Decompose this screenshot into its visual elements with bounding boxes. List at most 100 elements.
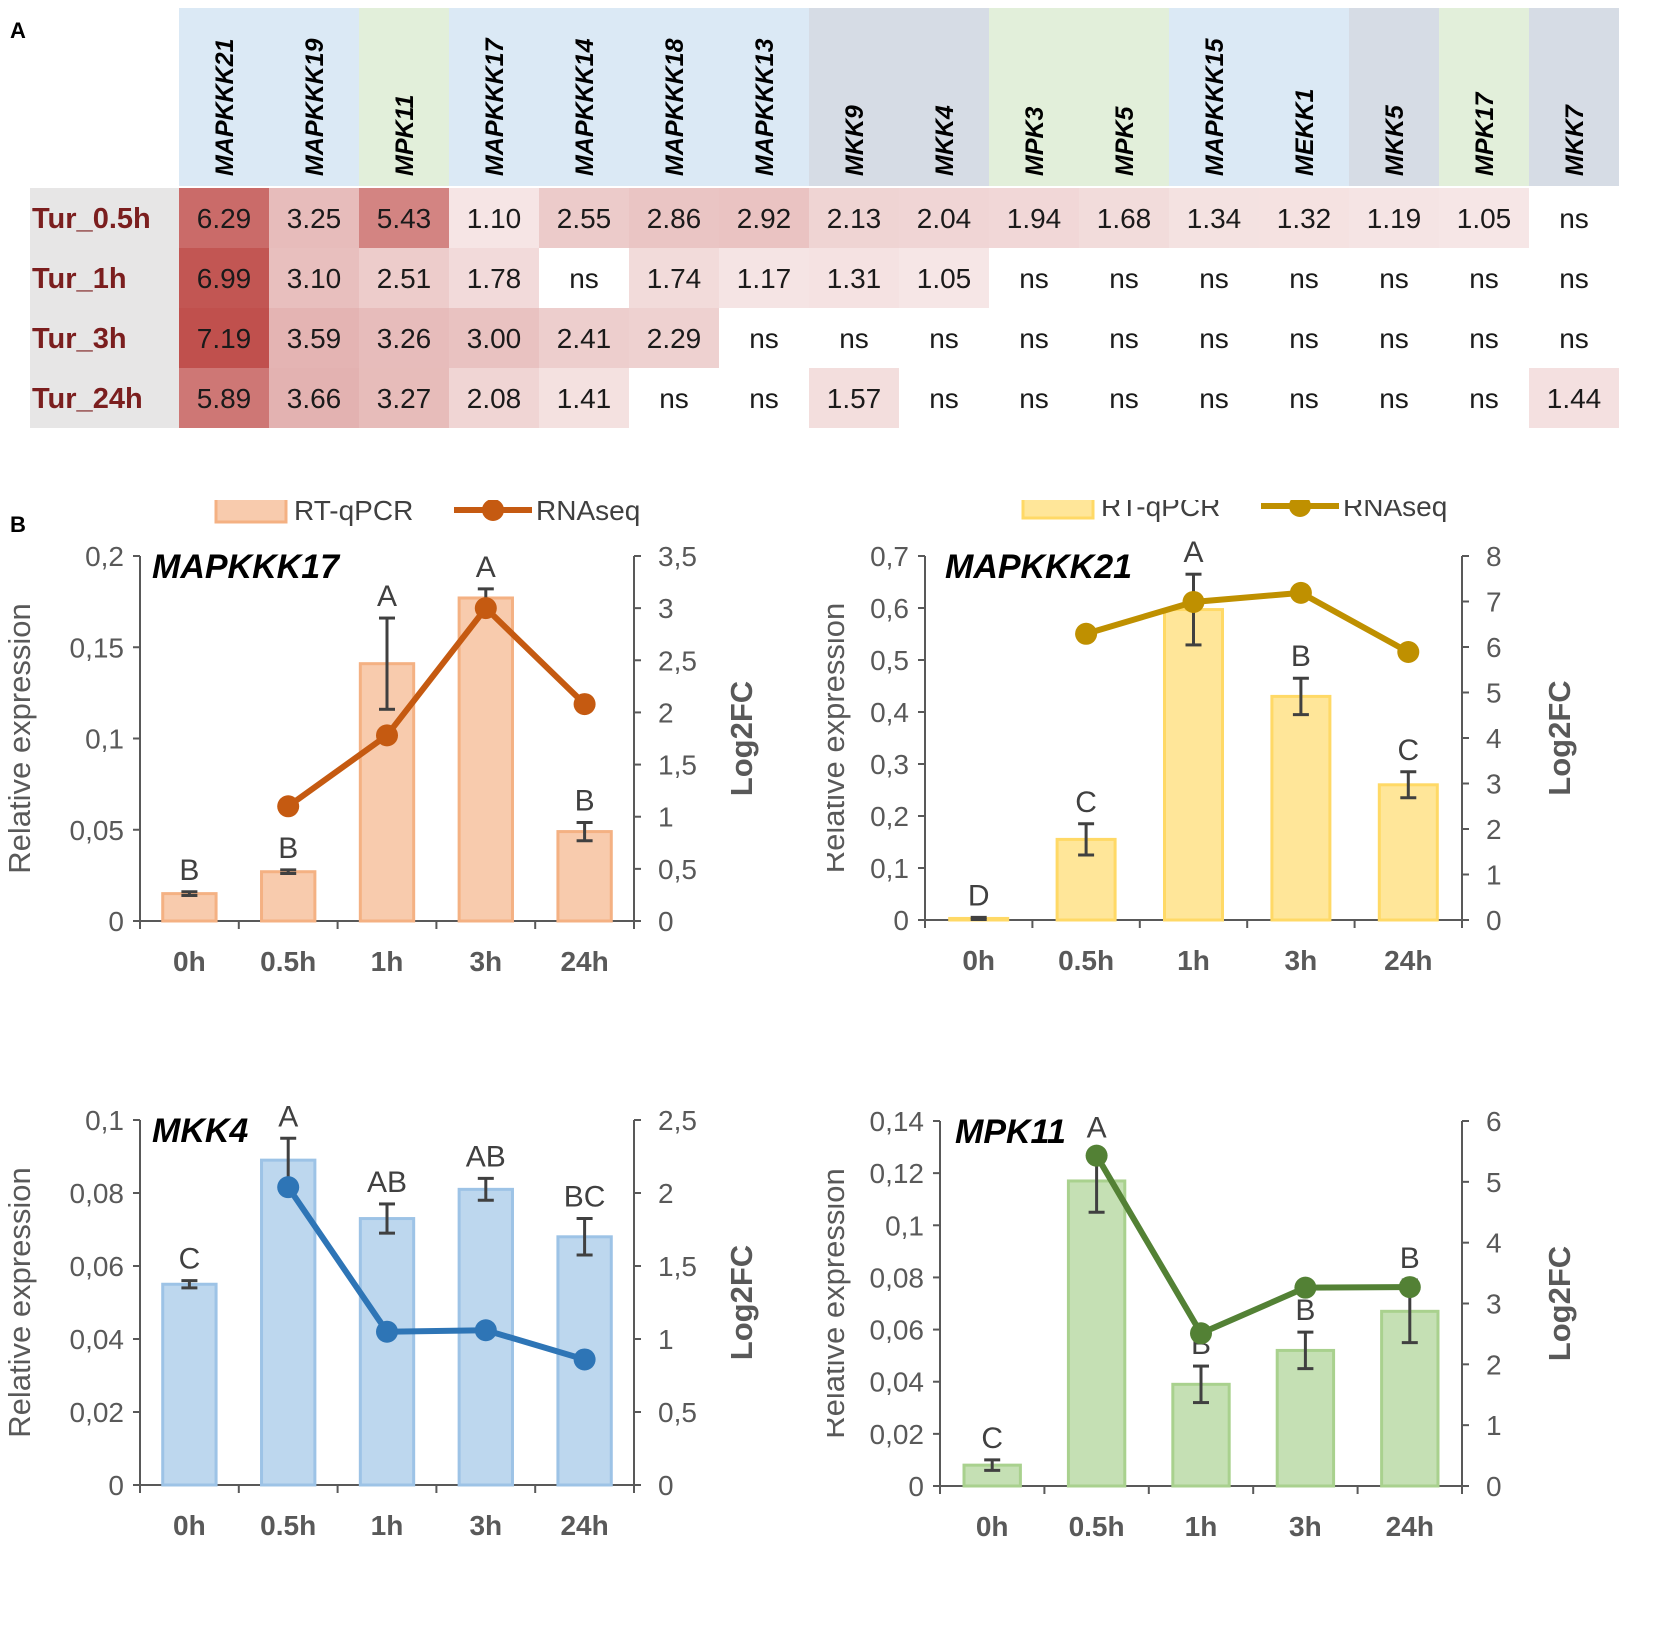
x-tick-label: 1h (371, 946, 404, 977)
y2-tick-label: 0 (658, 1470, 674, 1501)
heatmap-cell-value: 1.34 (1187, 203, 1242, 234)
heatmap-cell-value: ns (1559, 323, 1589, 354)
rnaseq-line (285, 1185, 586, 1363)
y-tick-label: 0,02 (70, 1397, 125, 1428)
y-tick-label: 0,06 (870, 1315, 925, 1346)
bar (260, 870, 317, 923)
heatmap-cell (179, 188, 269, 248)
y2-tick-label: 1 (1486, 1410, 1502, 1441)
rnaseq-point (474, 597, 497, 620)
rnaseq-point (376, 724, 398, 747)
bar (556, 1235, 613, 1487)
gene-header-label: MEKK1 (1291, 88, 1319, 176)
y2-tick-label: 5 (1486, 1167, 1502, 1198)
rnaseq-point (277, 1176, 300, 1199)
gene-header-label: MAPKKK13 (751, 38, 779, 176)
heatmap-cell (1259, 188, 1349, 248)
bar (1066, 1179, 1127, 1488)
heatmap-cell-value: ns (1469, 383, 1499, 414)
heatmap-cell (269, 248, 359, 308)
rnaseq-point (376, 1320, 398, 1343)
y-axis-title: Relative expression (827, 603, 851, 874)
gene-header-bg (539, 8, 629, 186)
row-label: Tur_0.5h (32, 203, 151, 235)
y2-tick-label: 2 (658, 697, 674, 728)
y2-tick-label: 0,5 (658, 1397, 697, 1428)
heatmap-cell-value: 1.78 (467, 263, 522, 294)
heatmap-cell-value: ns (1469, 323, 1499, 354)
heatmap-cell-value: ns (1379, 263, 1409, 294)
heatmap-cell (719, 188, 809, 248)
heatmap-cell-value: 2.51 (377, 263, 432, 294)
x-tick-label: 3h (469, 946, 502, 977)
y-tick-label: 0,1 (85, 1105, 124, 1136)
heatmap-cell (359, 188, 449, 248)
y2-tick-label: 0 (1486, 1471, 1502, 1502)
heatmap-cell-value: ns (1559, 203, 1589, 234)
rnaseq-line (286, 603, 587, 809)
x-tick-label: 3h (1285, 945, 1318, 976)
heatmap-cell-value: 2.13 (827, 203, 882, 234)
gene-header-label: MAPKKK21 (211, 38, 239, 176)
heatmap-cell (1439, 188, 1529, 248)
y-tick-label: 0 (108, 906, 124, 937)
heatmap-cell (899, 188, 989, 248)
rnaseq-point (474, 1319, 497, 1342)
rnaseq-point (1085, 1144, 1108, 1167)
rnaseq-point (1289, 581, 1312, 604)
heatmap-cell-value: ns (1199, 263, 1229, 294)
heatmap-cell-value: 1.10 (467, 203, 522, 234)
heatmap-cell (629, 308, 719, 368)
bar (556, 830, 613, 923)
heatmap-cell (1529, 368, 1619, 428)
heatmap-cell-value: 1.32 (1277, 203, 1332, 234)
heatmap-cell-value: 1.74 (647, 263, 702, 294)
significance-letter: C (1075, 786, 1097, 819)
y-tick-label: 0,4 (870, 697, 909, 728)
heatmap-cell-value: ns (1199, 323, 1229, 354)
heatmap-cell-value: ns (1289, 323, 1319, 354)
heatmap-cell (359, 248, 449, 308)
heatmap-cell-value: 1.41 (557, 383, 612, 414)
bar (1270, 694, 1332, 922)
chart-title: MAPKKK21 (945, 548, 1132, 586)
heatmap-cell-value: ns (1109, 263, 1139, 294)
bar (161, 892, 218, 923)
chart-title: MAPKKK17 (152, 548, 341, 586)
y-tick-label: 0,06 (70, 1251, 125, 1282)
chart-title: MPK11 (955, 1113, 1066, 1151)
y2-tick-label: 4 (1486, 1228, 1502, 1259)
gene-header-bg (1259, 8, 1349, 186)
gene-header-bg (179, 8, 269, 186)
gene-header-label: MPK11 (391, 94, 419, 176)
heatmap-cell-value: ns (1019, 383, 1049, 414)
heatmap-cell (269, 368, 359, 428)
x-tick-label: 0.5h (260, 1510, 316, 1541)
legend-label-rnaseq: RNAseq (1343, 500, 1447, 522)
heatmap-cell-value: ns (1289, 383, 1319, 414)
y2-tick-label: 5 (1486, 678, 1502, 709)
rnaseq-point (1294, 1276, 1317, 1299)
legend-line-marker (482, 500, 504, 521)
y-axis-title: Relative expression (2, 1167, 37, 1438)
y2-tick-label: 6 (1486, 632, 1502, 663)
gene-header-bg (629, 8, 719, 186)
heatmap-cell-value: 1.44 (1547, 383, 1602, 414)
rnaseq-point (277, 795, 300, 818)
gene-header-bg (1169, 8, 1259, 186)
y-tick-label: 0,3 (870, 749, 909, 780)
rnaseq-line (1094, 1154, 1410, 1338)
significance-letter: C (1397, 734, 1419, 767)
heatmap-cell (899, 248, 989, 308)
heatmap-cell-value: 5.43 (377, 203, 432, 234)
y2-tick-label: 2 (1486, 814, 1502, 845)
significance-letter: A (278, 1100, 298, 1133)
chart-title: MKK4 (152, 1112, 248, 1150)
y2-tick-label: 8 (1486, 541, 1502, 572)
x-tick-label: 1h (1177, 945, 1210, 976)
heatmap-cell (809, 248, 899, 308)
y-tick-label: 0,2 (85, 541, 124, 572)
bar (358, 1217, 416, 1487)
heatmap-cell-value: ns (929, 383, 959, 414)
significance-letter: AB (367, 1166, 407, 1199)
